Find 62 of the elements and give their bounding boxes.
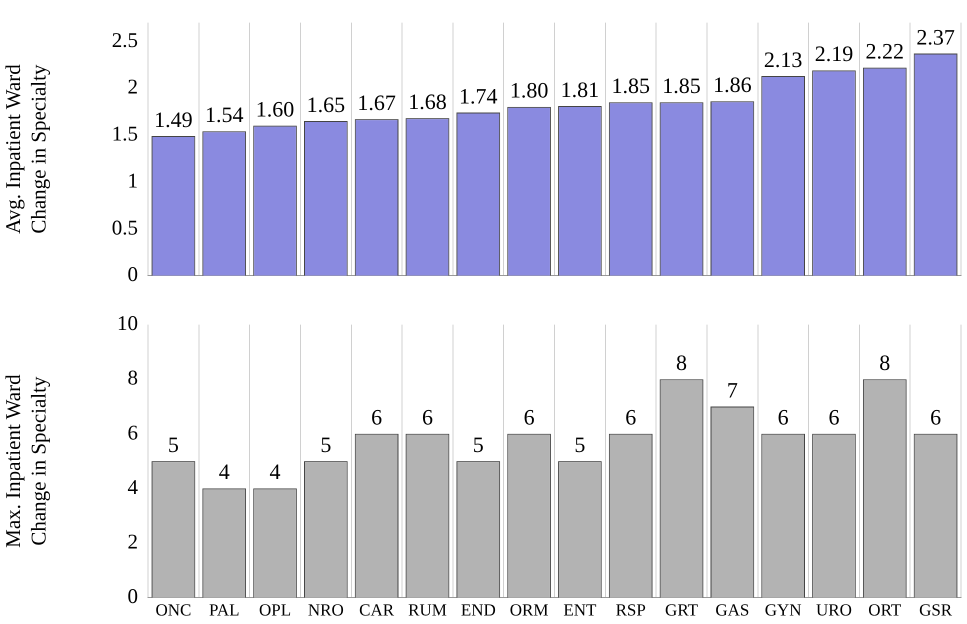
x-tick-label: GRT [665,600,699,620]
data-label: 1.60 [256,96,294,122]
data-label: 2.19 [814,41,854,66]
data-label: 1.74 [459,83,498,108]
x-tick-label: OPL [258,600,292,620]
x-tick-label: ENT [563,600,598,620]
data-label: 1.67 [357,90,396,115]
x-tick-label: ONC [155,600,192,620]
y-axis-title: Max. Inpatient Ward Change in Specialty [1,374,50,548]
data-label: 1.81 [560,76,600,102]
x-tick-label: GAS [715,600,750,620]
data-label: 1.85 [662,73,701,98]
x-tick-label: END [460,600,496,620]
x-tick-label: RSP [616,600,646,620]
data-label: 6 [625,404,636,430]
data-label: 1.54 [204,102,244,128]
data-label: 8 [879,350,890,375]
y-tick-label: 8 [128,366,138,390]
data-label: 6 [778,404,789,430]
data-label: 6 [371,404,382,430]
y-tick-label: 1.5 [112,122,138,146]
x-tick-label: RUM [408,600,447,620]
data-label: 5 [574,432,586,457]
y-tick-label: 0.5 [112,215,138,240]
y-axis-title: Avg. Inpatient Ward Change in Specialty [1,64,50,234]
data-label: 5 [168,432,179,457]
x-tick-label: CAR [359,600,395,620]
y-tick-label: 0 [128,584,138,608]
data-label: 2.13 [764,46,802,72]
x-tick-label: ORM [510,600,548,620]
data-label: 1.86 [713,72,752,98]
data-label: 6 [930,404,942,430]
x-tick-label: GYN [764,600,802,620]
y-tick-label: 1 [128,168,138,192]
y-tick-label: 4 [128,474,138,499]
x-tick-label: PAL [208,600,240,620]
data-label: 1.68 [408,88,447,114]
y-tick-label: 0 [128,262,138,286]
x-tick-label: GSR [919,600,953,620]
y-tick-label: 10 [117,311,138,336]
data-label: 1.85 [611,73,650,98]
data-label: 5 [472,432,484,457]
data-label: 5 [320,432,332,457]
data-label: 4 [218,459,230,484]
y-tick-label: 2 [128,74,138,99]
data-label: 8 [676,350,688,375]
y-tick-label: 6 [128,420,138,444]
data-label: 6 [828,404,840,430]
data-label: 1.49 [154,106,193,132]
data-label: 6 [422,404,433,430]
data-label: 2.37 [916,24,955,50]
data-label: 4 [270,459,281,484]
data-label: 1.65 [306,92,346,117]
y-tick-label: 2 [128,530,138,554]
x-tick-label: URO [816,600,852,620]
x-tick-label: ORT [868,600,902,620]
data-label: 1.80 [510,78,548,103]
data-label: 7 [726,377,738,402]
data-label: 6 [524,404,535,430]
data-label: 2.22 [866,38,904,64]
x-tick-label: NRO [308,600,344,620]
y-tick-label: 2.5 [112,28,138,52]
